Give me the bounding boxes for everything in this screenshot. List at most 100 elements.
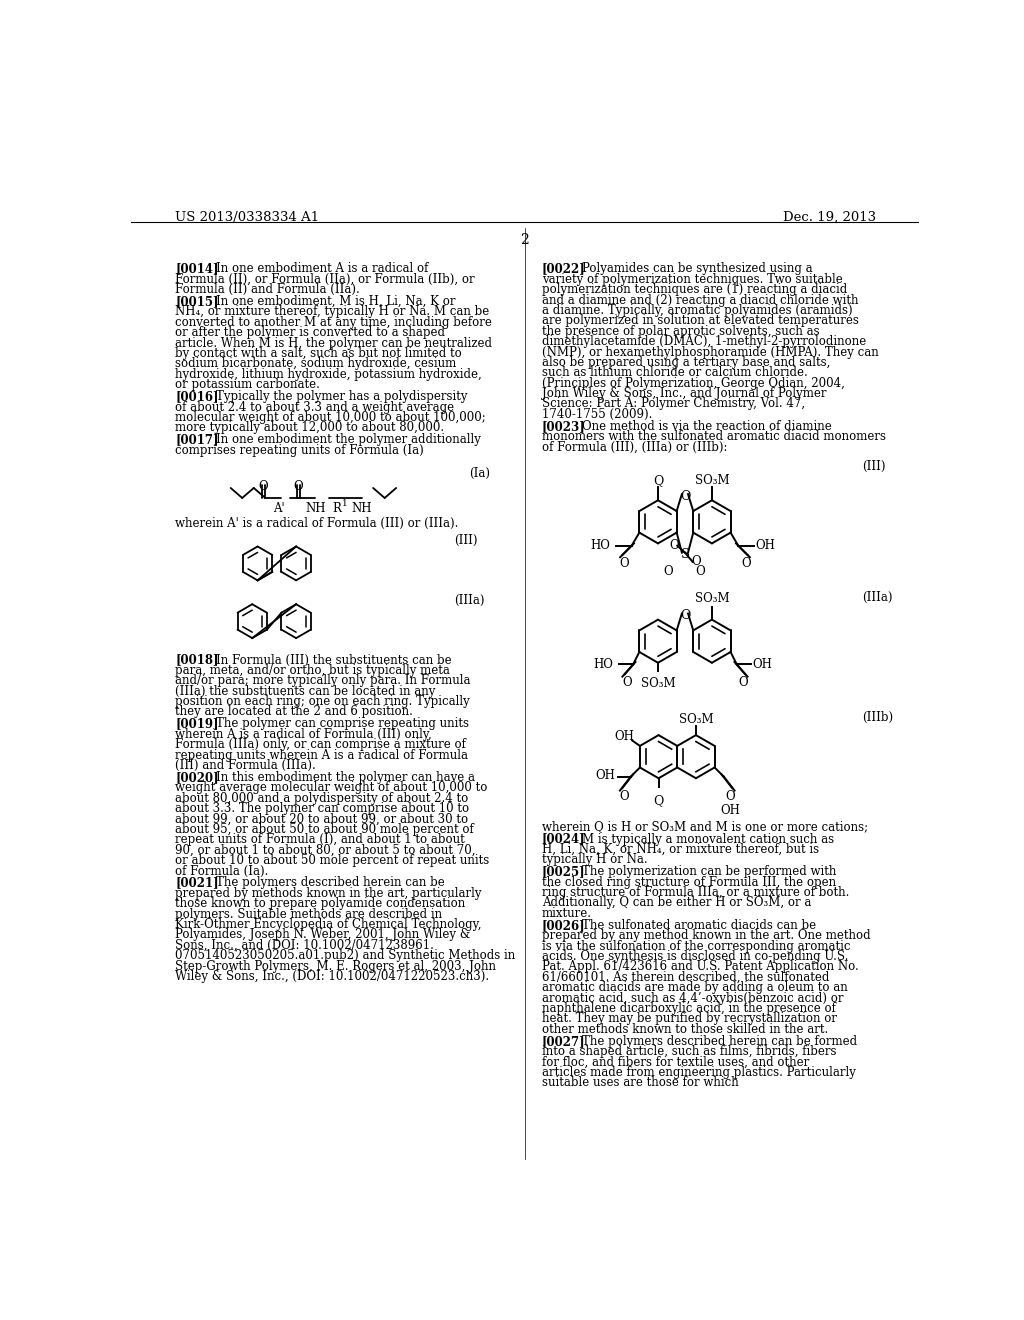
Text: into a shaped article, such as films, fibrids, fibers: into a shaped article, such as films, fi… <box>542 1045 837 1059</box>
Text: Wiley & Sons, Inc., (DOI: 10.1002/0471220523.ch3).: Wiley & Sons, Inc., (DOI: 10.1002/047122… <box>175 970 489 983</box>
Text: weight average molecular weight of about 10,000 to: weight average molecular weight of about… <box>175 781 487 795</box>
Text: polymerization techniques are (1) reacting a diacid: polymerization techniques are (1) reacti… <box>542 284 847 296</box>
Text: other methods known to those skilled in the art.: other methods known to those skilled in … <box>542 1023 828 1036</box>
Text: (III) and Formula (IIIa).: (III) and Formula (IIIa). <box>175 759 316 772</box>
Text: of Formula (III), (IIIa) or (IIIb):: of Formula (III), (IIIa) or (IIIb): <box>542 441 727 454</box>
Text: The sulfonated aromatic diacids can be: The sulfonated aromatic diacids can be <box>583 919 816 932</box>
Text: OH: OH <box>753 657 772 671</box>
Text: SO₃M: SO₃M <box>694 474 729 487</box>
Text: A': A' <box>273 502 285 515</box>
Text: NH: NH <box>305 502 326 515</box>
Text: Additionally, Q can be either H or SO₃M, or a: Additionally, Q can be either H or SO₃M,… <box>542 896 811 909</box>
Text: Q: Q <box>653 474 664 487</box>
Text: SO₃M: SO₃M <box>641 677 675 690</box>
Text: One method is via the reaction of diamine: One method is via the reaction of diamin… <box>583 420 833 433</box>
Text: [0014]: [0014] <box>175 263 219 276</box>
Text: and/or para; more typically only para. In Formula: and/or para; more typically only para. I… <box>175 675 471 688</box>
Text: 90, or about 1 to about 80, or about 5 to about 70,: 90, or about 1 to about 80, or about 5 t… <box>175 843 476 857</box>
Text: [0024]: [0024] <box>542 833 586 846</box>
Text: typically H or Na.: typically H or Na. <box>542 853 647 866</box>
Text: HO: HO <box>593 657 613 671</box>
Text: ring structure of Formula IIIa, or a mixture of both.: ring structure of Formula IIIa, or a mix… <box>542 886 849 899</box>
Text: 2: 2 <box>520 234 529 247</box>
Text: [0016]: [0016] <box>175 391 219 403</box>
Text: In one embodiment, M is H, Li, Na, K or: In one embodiment, M is H, Li, Na, K or <box>216 296 456 308</box>
Text: sodium bicarbonate, sodium hydroxide, cesium: sodium bicarbonate, sodium hydroxide, ce… <box>175 358 457 371</box>
Text: wherein Q is H or SO₃M and M is one or more cations;: wherein Q is H or SO₃M and M is one or m… <box>542 821 868 834</box>
Text: O: O <box>620 791 630 804</box>
Text: US 2013/0338334 A1: US 2013/0338334 A1 <box>175 211 319 224</box>
Text: O: O <box>725 791 735 804</box>
Text: the presence of polar aprotic solvents, such as: the presence of polar aprotic solvents, … <box>542 325 819 338</box>
Text: Polyamides, Joseph N. Weber, 2001, John Wiley &: Polyamides, Joseph N. Weber, 2001, John … <box>175 928 470 941</box>
Text: The polymerization can be performed with: The polymerization can be performed with <box>583 866 837 878</box>
Text: Q: Q <box>653 793 664 807</box>
Text: O: O <box>294 480 303 494</box>
Text: [0015]: [0015] <box>175 296 219 308</box>
Text: 61/660101. As therein described, the sulfonated: 61/660101. As therein described, the sul… <box>542 970 829 983</box>
Text: HO: HO <box>590 539 610 552</box>
Text: O: O <box>623 676 632 689</box>
Text: polymers. Suitable methods are described in: polymers. Suitable methods are described… <box>175 908 442 920</box>
Text: 1740-1755 (2009).: 1740-1755 (2009). <box>542 408 652 421</box>
Text: OH: OH <box>614 730 635 743</box>
Text: wherein A' is a radical of Formula (III) or (IIIa).: wherein A' is a radical of Formula (III)… <box>175 517 459 531</box>
Text: [0021]: [0021] <box>175 876 219 890</box>
Text: SO₃M: SO₃M <box>694 591 729 605</box>
Text: Dec. 19, 2013: Dec. 19, 2013 <box>782 211 876 224</box>
Text: of Formula (Ia).: of Formula (Ia). <box>175 865 268 878</box>
Text: are polymerized in solution at elevated temperatures: are polymerized in solution at elevated … <box>542 314 858 327</box>
Text: monomers with the sulfonated aromatic diacid monomers: monomers with the sulfonated aromatic di… <box>542 430 886 444</box>
Text: OH: OH <box>720 804 740 817</box>
Text: [0020]: [0020] <box>175 771 219 784</box>
Text: about 99, or about 20 to about 99, or about 30 to: about 99, or about 20 to about 99, or ab… <box>175 813 468 825</box>
Text: repeating units wherein A is a radical of Formula: repeating units wherein A is a radical o… <box>175 748 468 762</box>
Text: [0023]: [0023] <box>542 420 586 433</box>
Text: O: O <box>258 480 268 494</box>
Text: O: O <box>680 490 690 503</box>
Text: dimethylacetamide (DMAC), 1-methyl-2-pyrrolodinone: dimethylacetamide (DMAC), 1-methyl-2-pyr… <box>542 335 866 348</box>
Text: articles made from engineering plastics. Particularly: articles made from engineering plastics.… <box>542 1065 856 1078</box>
Text: O: O <box>620 557 629 570</box>
Text: 0705140523050205.a01.pub2) and Synthetic Methods in: 0705140523050205.a01.pub2) and Synthetic… <box>175 949 515 962</box>
Text: (IIIb): (IIIb) <box>862 710 893 723</box>
Text: mixture.: mixture. <box>542 907 592 920</box>
Text: [0027]: [0027] <box>542 1035 586 1048</box>
Text: [0019]: [0019] <box>175 718 219 730</box>
Text: converted to another M at any time, including before: converted to another M at any time, incl… <box>175 315 493 329</box>
Text: para, meta, and/or ortho, but is typically meta: para, meta, and/or ortho, but is typical… <box>175 664 451 677</box>
Text: Polyamides can be synthesized using a: Polyamides can be synthesized using a <box>583 263 813 276</box>
Text: [0026]: [0026] <box>542 919 586 932</box>
Text: (III): (III) <box>454 535 477 548</box>
Text: hydroxide, lithium hydroxide, potassium hydroxide,: hydroxide, lithium hydroxide, potassium … <box>175 368 482 381</box>
Text: (IIIa): (IIIa) <box>862 591 893 605</box>
Text: for floc, and fibers for textile uses, and other: for floc, and fibers for textile uses, a… <box>542 1056 809 1068</box>
Text: about 80,000 and a polydispersity of about 2.4 to: about 80,000 and a polydispersity of abo… <box>175 792 468 805</box>
Text: of about 2.4 to about 3.3 and a weight average: of about 2.4 to about 3.3 and a weight a… <box>175 400 455 413</box>
Text: article. When M is H, the polymer can be neutralized: article. When M is H, the polymer can be… <box>175 337 493 350</box>
Text: [0022]: [0022] <box>542 263 586 276</box>
Text: they are located at the 2 and 6 position.: they are located at the 2 and 6 position… <box>175 705 413 718</box>
Text: Formula (II), or Formula (IIa), or Formula (IIb), or: Formula (II), or Formula (IIa), or Formu… <box>175 273 475 285</box>
Text: about 3.3. The polymer can comprise about 10 to: about 3.3. The polymer can comprise abou… <box>175 803 469 816</box>
Text: a diamine. Typically, aromatic polyamides (aramids): a diamine. Typically, aromatic polyamide… <box>542 304 852 317</box>
Text: In one embodiment the polymer additionally: In one embodiment the polymer additional… <box>216 433 480 446</box>
Text: repeat units of Formula (I), and about 1 to about: repeat units of Formula (I), and about 1… <box>175 833 465 846</box>
Text: molecular weight of about 10,000 to about 100,000;: molecular weight of about 10,000 to abou… <box>175 411 486 424</box>
Text: Pat. Appl. 61/423616 and U.S. Patent Application No.: Pat. Appl. 61/423616 and U.S. Patent App… <box>542 961 858 973</box>
Text: O: O <box>670 539 679 552</box>
Text: O: O <box>691 556 700 569</box>
Text: The polymer can comprise repeating units: The polymer can comprise repeating units <box>216 718 469 730</box>
Text: S: S <box>680 548 689 561</box>
Text: [0017]: [0017] <box>175 433 219 446</box>
Text: is via the sulfonation of the corresponding aromatic: is via the sulfonation of the correspond… <box>542 940 850 953</box>
Text: (NMP), or hexamethylphosphoramide (HMPA). They can: (NMP), or hexamethylphosphoramide (HMPA)… <box>542 346 879 359</box>
Text: [0025]: [0025] <box>542 866 586 878</box>
Text: O: O <box>741 557 751 570</box>
Text: prepared by any method known in the art. One method: prepared by any method known in the art.… <box>542 929 870 942</box>
Text: also be prepared using a tertiary base and salts,: also be prepared using a tertiary base a… <box>542 356 830 368</box>
Text: aromatic diacids are made by adding a oleum to an: aromatic diacids are made by adding a ol… <box>542 981 848 994</box>
Text: Formula (IIIa) only, or can comprise a mixture of: Formula (IIIa) only, or can comprise a m… <box>175 738 466 751</box>
Text: (IIIa): (IIIa) <box>454 594 484 607</box>
Text: prepared by methods known in the art, particularly: prepared by methods known in the art, pa… <box>175 887 481 900</box>
